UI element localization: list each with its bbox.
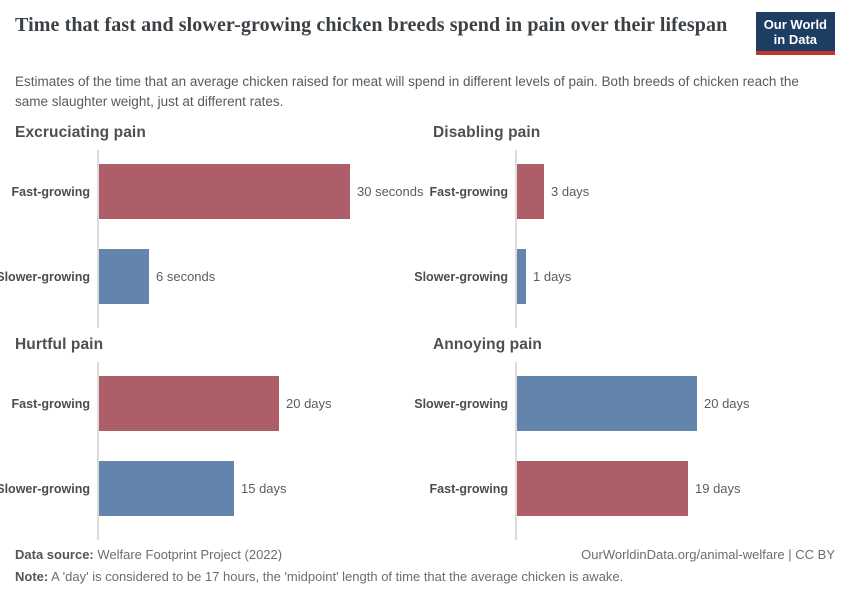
owid-logo[interactable]: Our World in Data [755, 12, 835, 55]
value-label: 19 days [695, 481, 741, 496]
value-label: 20 days [286, 396, 332, 411]
panel-hurtful-pain: Hurtful pain Fast-growing 20 days Slower-gr… [0, 336, 417, 540]
note-label: Note: [15, 569, 49, 584]
panel-title: Hurtful pain [15, 336, 104, 353]
owid-logo-line1: Our World [763, 17, 827, 32]
bar-track: 20 days [517, 376, 750, 431]
bar-slower-growing[interactable] [517, 376, 697, 431]
y-axis-line [515, 362, 517, 540]
bar-track: 19 days [517, 461, 741, 516]
category-label: Fast-growing [429, 184, 508, 199]
bar-row: Slower-growing 1 days [414, 249, 835, 304]
bar-track: 30 seconds [99, 164, 424, 219]
bar-row: Fast-growing 19 days [429, 461, 835, 516]
value-label: 3 days [551, 184, 590, 199]
panel-chart: Slower-growing 20 days Fast-growing 19 days [414, 362, 835, 540]
bar-slower-growing[interactable] [99, 249, 149, 304]
category-label: Slower-growing [0, 269, 90, 284]
bar-track: 15 days [99, 461, 287, 516]
panel-chart: Fast-growing 30 seconds Slower-growing 6 se… [0, 150, 424, 328]
data-source-label: Data source: [15, 547, 94, 562]
data-source-value: Welfare Footprint Project (2022) [93, 547, 283, 562]
category-label: Slower-growing [414, 396, 508, 411]
bar-fast-growing[interactable] [99, 376, 279, 431]
bar-row: Fast-growing 30 seconds [11, 164, 424, 219]
bar-row: Fast-growing 20 days [11, 376, 417, 431]
note-value: A 'day' is considered to be 17 hours, th… [48, 569, 624, 584]
panel-excruciating-pain: Excruciating pain Fast-growing 30 seconds S… [0, 124, 424, 328]
owid-logo-line2: in Data [773, 32, 818, 47]
panel-chart: Fast-growing 3 days Slower-growing 1 days [414, 150, 835, 328]
bar-fast-growing[interactable] [517, 164, 544, 219]
panel-disabling-pain: Disabling pain Fast-growing 3 days Slower-g… [414, 124, 835, 328]
bar-fast-growing[interactable] [517, 461, 688, 516]
bar-row: Fast-growing 3 days [429, 164, 835, 219]
category-label: Slower-growing [414, 269, 508, 284]
chart-note: Note: A 'day' is considered to be 17 hou… [15, 568, 835, 585]
bar-fast-growing[interactable] [99, 164, 350, 219]
bar-row: Slower-growing 6 seconds [0, 249, 417, 304]
value-label: 1 days [533, 269, 572, 284]
panel-annoying-pain: Annoying pain Slower-growing 20 days Fast-g… [414, 336, 835, 540]
panel-chart: Fast-growing 20 days Slower-growing 15 days [0, 362, 417, 540]
bar-row: Slower-growing 20 days [414, 376, 835, 431]
category-label: Fast-growing [11, 184, 90, 199]
category-label: Slower-growing [0, 481, 90, 496]
value-label: 20 days [704, 396, 750, 411]
y-axis-line [97, 150, 99, 328]
value-label: 6 seconds [156, 269, 216, 284]
panel-title: Excruciating pain [15, 124, 146, 141]
panel-title: Annoying pain [433, 336, 542, 353]
bar-slower-growing[interactable] [99, 461, 234, 516]
y-axis-line [515, 150, 517, 328]
data-source: Data source: Welfare Footprint Project (… [15, 546, 282, 563]
bar-track: 20 days [99, 376, 332, 431]
chart-footer: Data source: Welfare Footprint Project (… [15, 546, 835, 585]
chart-subtitle: Estimates of the time that an average ch… [15, 74, 799, 109]
bar-slower-growing[interactable] [517, 249, 526, 304]
category-label: Fast-growing [11, 396, 90, 411]
bar-track: 1 days [517, 249, 571, 304]
bar-row: Slower-growing 15 days [0, 461, 417, 516]
category-label: Fast-growing [429, 481, 508, 496]
page-title: Time that fast and slower-growing chicke… [15, 14, 728, 36]
bar-track: 3 days [517, 164, 589, 219]
bar-track: 6 seconds [99, 249, 215, 304]
value-label: 30 seconds [357, 184, 424, 199]
value-label: 15 days [241, 481, 287, 496]
panel-title: Disabling pain [433, 124, 541, 141]
y-axis-line [97, 362, 99, 540]
owid-credit-link[interactable]: OurWorldinData.org/animal-welfare | CC B… [581, 547, 835, 562]
owid-logo-underline [755, 51, 835, 55]
